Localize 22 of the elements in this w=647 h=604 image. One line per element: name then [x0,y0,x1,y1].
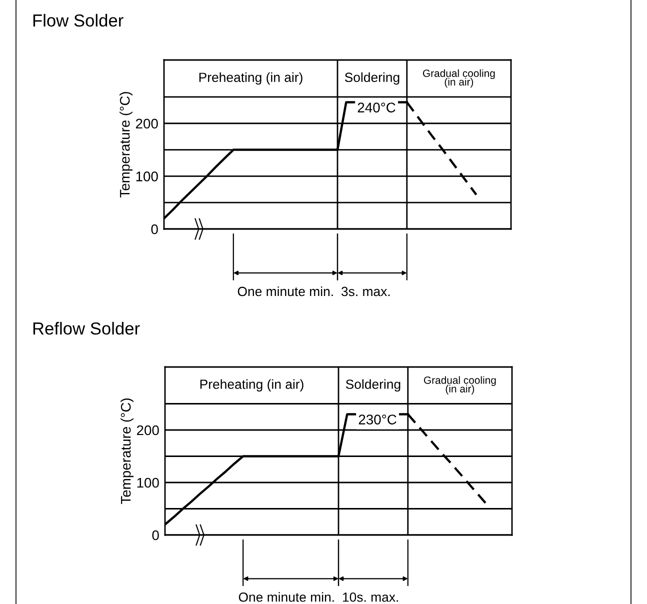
annotation: Gradual cooling (in air) [424,376,496,395]
annotation: Preheating (in air) [199,72,302,85]
y-tick-label: 100 [136,172,158,182]
chart-title: Flow Solder [33,14,124,27]
y-tick-label: 0 [151,224,158,234]
y-tick-label: 200 [136,118,158,129]
y-tick-label: 0 [152,530,159,540]
text: 3s. max. [341,286,390,296]
y-tick-label: 200 [136,425,159,436]
annotation: 240°C [358,102,396,112]
text: One minute min. [238,286,333,296]
y-axis-title: Temperature (°C) [120,92,132,198]
y-axis-title: Temperature (°C) [120,398,134,504]
y-tick-label: 100 [137,478,159,488]
chart-title: Reflow Solder [33,322,140,335]
annotation: 230°C [358,414,396,424]
annotation: Soldering [346,379,400,392]
annotation: Preheating (in air) [200,379,304,392]
annotation: Soldering [344,72,400,85]
annotation: Gradual cooling (in air) [422,69,495,88]
text: One minute min. [238,592,334,602]
text: 10s. max. [342,592,398,602]
